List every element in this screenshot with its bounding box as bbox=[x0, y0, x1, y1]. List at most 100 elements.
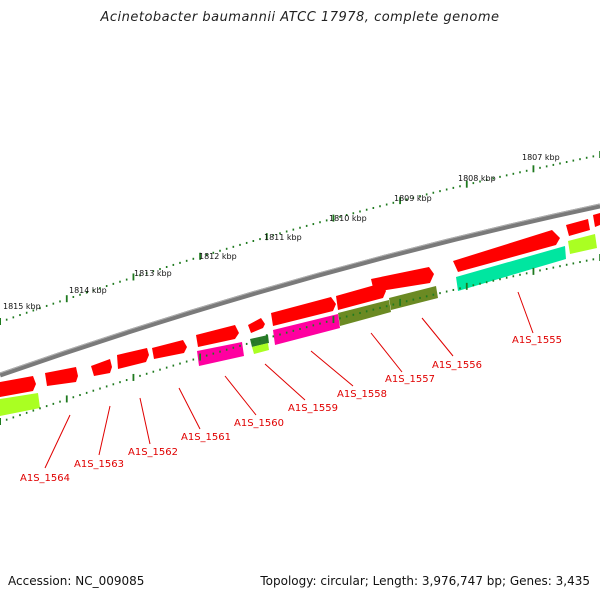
scale-tick-minor-12 bbox=[79, 293, 81, 296]
inner-tick-minor-67 bbox=[445, 290, 448, 293]
scale-label-1812: 1812 kbp bbox=[199, 252, 237, 261]
feature-green bbox=[456, 246, 566, 291]
inner-tick-minor-37 bbox=[245, 342, 248, 345]
scale-tick-minor-59 bbox=[392, 201, 395, 204]
feature-track bbox=[0, 234, 597, 416]
inner-tick-major-60 bbox=[399, 298, 401, 306]
inner-tick-minor-4 bbox=[25, 411, 28, 414]
inner-tick-major-30 bbox=[199, 353, 201, 361]
scale-tick-minor-84 bbox=[559, 162, 561, 165]
scale-tick-major-80 bbox=[532, 165, 535, 173]
scale-tick-minor-75 bbox=[499, 175, 501, 178]
gene-block-11 bbox=[91, 359, 112, 376]
inner-tick-minor-71 bbox=[472, 284, 475, 287]
scale-tick-minor-43 bbox=[285, 230, 288, 233]
inner-tick-minor-64 bbox=[425, 295, 428, 298]
gene-block-8 bbox=[196, 325, 239, 347]
inner-tick-minor-23 bbox=[152, 370, 155, 373]
feature-lime-right bbox=[568, 234, 597, 254]
gene-block-1 bbox=[593, 213, 600, 227]
scale-tick-minor-55 bbox=[365, 208, 368, 211]
inner-tick-minor-66 bbox=[439, 292, 441, 295]
gene-block-2 bbox=[566, 219, 590, 236]
scale-tick-minor-62 bbox=[412, 196, 415, 199]
scale-tick-minor-25 bbox=[165, 265, 168, 268]
scale-tick-minor-89 bbox=[592, 155, 595, 158]
feature-magenta-1 bbox=[273, 314, 340, 345]
gene-label-1564: A1S_1564 bbox=[20, 473, 70, 484]
gene-label-1561: A1S_1561 bbox=[181, 432, 231, 443]
scale-tick-minor-83 bbox=[552, 163, 555, 166]
scale-tick-minor-47 bbox=[312, 223, 315, 226]
scale-tick-minor-5 bbox=[32, 309, 35, 312]
inner-tick-minor-9 bbox=[59, 400, 61, 403]
gene-label-1563: A1S_1563 bbox=[74, 459, 124, 470]
gene-block-12 bbox=[45, 367, 78, 386]
inner-tick-minor-26 bbox=[172, 364, 175, 367]
inner-tick-minor-48 bbox=[319, 322, 321, 325]
scale-tick-minor-82 bbox=[545, 165, 548, 168]
scale-tick-minor-34 bbox=[225, 247, 228, 250]
leader-1562 bbox=[139, 397, 151, 445]
scale-label-1815: 1815 kbp bbox=[3, 302, 41, 311]
scale-label-1811: 1811 kbp bbox=[264, 233, 302, 242]
inner-tick-minor-45 bbox=[299, 328, 301, 330]
inner-tick-minor-13 bbox=[85, 391, 88, 394]
inner-tick-minor-46 bbox=[305, 326, 308, 329]
scale-tick-minor-18 bbox=[119, 280, 121, 283]
gene-label-1560: A1S_1560 bbox=[234, 418, 284, 429]
gene-block-5 bbox=[336, 283, 386, 310]
scale-tick-minor-27 bbox=[179, 261, 181, 264]
scale-tick-minor-74 bbox=[492, 177, 495, 180]
leader-1564 bbox=[44, 414, 71, 469]
genome-backbone-highlight bbox=[0, 203, 600, 374]
gene-label-1555: A1S_1555 bbox=[512, 335, 562, 346]
scale-tick-major-10 bbox=[65, 295, 68, 303]
scale-tick-minor-41 bbox=[272, 234, 275, 237]
inner-tick-minor-28 bbox=[185, 360, 188, 363]
scale-tick-minor-81 bbox=[539, 166, 541, 169]
inner-tick-minor-55 bbox=[365, 310, 368, 313]
inner-tick-minor-63 bbox=[419, 296, 421, 299]
scale-tick-minor-22 bbox=[145, 272, 148, 275]
feature-lime-left bbox=[0, 393, 40, 416]
inner-tick-minor-81 bbox=[539, 269, 541, 272]
inner-tick-minor-53 bbox=[352, 313, 355, 316]
scale-tick-minor-9 bbox=[59, 300, 61, 303]
inner-tick-minor-1 bbox=[5, 418, 8, 421]
scale-tick-minor-6 bbox=[39, 307, 41, 310]
scale-tick-minor-87 bbox=[579, 158, 581, 161]
inner-tick-minor-25 bbox=[165, 366, 168, 369]
scale-label-1809: 1809 kbp bbox=[394, 194, 432, 203]
inner-tick-minor-41 bbox=[272, 335, 275, 338]
scale-labels: 1807 kbp 1808 kbp 1809 kbp 1810 kbp 1811… bbox=[3, 153, 560, 311]
scale-tick-minor-71 bbox=[472, 182, 475, 185]
inner-tick-minor-51 bbox=[339, 317, 341, 320]
scale-tick-minor-66 bbox=[439, 190, 441, 193]
scale-tick-minor-42 bbox=[279, 232, 281, 235]
inner-tick-minor-52 bbox=[345, 315, 348, 318]
inner-tick-major-40 bbox=[265, 334, 268, 342]
topology-text: Topology: circular; Length: 3,976,747 bp… bbox=[260, 574, 590, 588]
inner-tick-minor-27 bbox=[179, 362, 181, 365]
feature-olive-1 bbox=[389, 286, 438, 310]
inner-tick-minor-89 bbox=[592, 258, 595, 261]
inner-tick-minor-61 bbox=[405, 300, 408, 303]
feature-lime-small bbox=[252, 343, 269, 354]
inner-tick-minor-69 bbox=[459, 287, 461, 290]
feature-magenta-2 bbox=[197, 342, 244, 366]
scale-label-1808: 1808 kbp bbox=[458, 174, 496, 183]
scale-tick-minor-44 bbox=[292, 228, 295, 231]
scale-tick-minor-54 bbox=[359, 210, 361, 213]
inner-tick-minor-58 bbox=[385, 305, 388, 308]
scale-tick-minor-46 bbox=[305, 224, 308, 227]
inner-tick-minor-68 bbox=[452, 288, 455, 291]
scale-tick-minor-56 bbox=[372, 206, 375, 209]
scale-tick-minor-11 bbox=[72, 295, 75, 298]
inner-tick-minor-21 bbox=[139, 374, 141, 377]
scale-tick-minor-67 bbox=[445, 188, 448, 191]
scale-tick-minor-28 bbox=[185, 259, 188, 262]
scale-tick-minor-65 bbox=[432, 191, 435, 194]
leader-1556 bbox=[421, 317, 454, 357]
inner-tick-minor-77 bbox=[512, 275, 515, 278]
